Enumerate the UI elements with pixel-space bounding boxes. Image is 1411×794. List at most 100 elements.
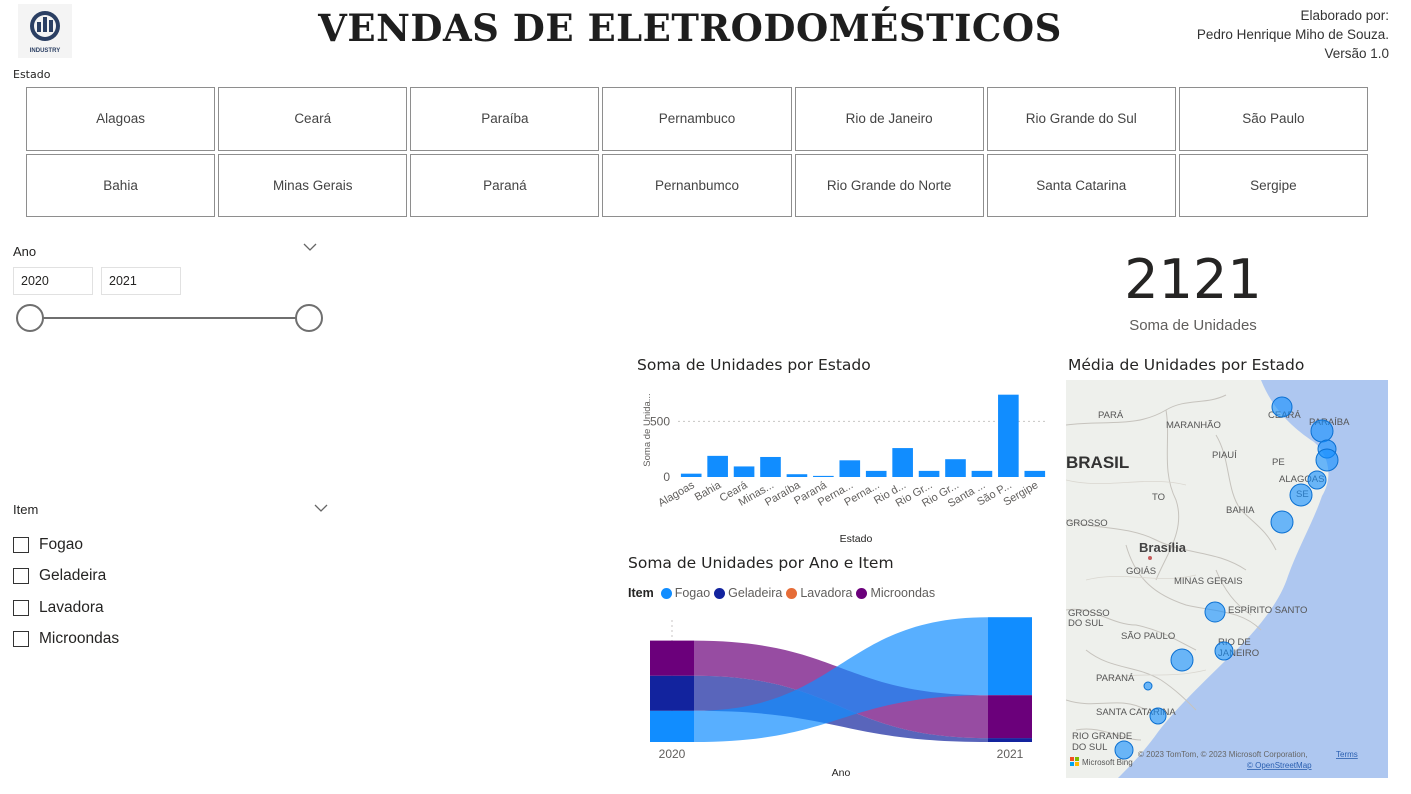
- state-button-rio-grande-do-norte[interactable]: Rio Grande do Norte: [794, 153, 984, 217]
- ribbon-block-microondas-2020[interactable]: [650, 640, 694, 676]
- year-slider-start-handle[interactable]: [16, 304, 44, 332]
- year-end-input[interactable]: 2021: [101, 267, 181, 295]
- ribbon-chart[interactable]: 2020 2021 Ano: [628, 612, 1048, 784]
- legend-label: Fogao: [674, 586, 711, 600]
- state-button-rio-de-janeiro[interactable]: Rio de Janeiro: [794, 87, 984, 151]
- legend-item-microondas[interactable]: Microondas: [856, 586, 935, 600]
- map-label: SANTA CATARINA: [1096, 707, 1176, 718]
- checkbox[interactable]: [13, 536, 29, 553]
- map-bubble-pernambuco[interactable]: [1315, 448, 1339, 472]
- bar-6[interactable]: [839, 460, 861, 477]
- bar-1[interactable]: [707, 455, 728, 477]
- checkbox[interactable]: [13, 599, 29, 616]
- map-label: RIO DE: [1218, 637, 1251, 648]
- ribbon-block-geladeira-2021[interactable]: [988, 738, 1032, 742]
- state-button-pernanbumco[interactable]: Pernanbumco: [602, 153, 792, 217]
- state-button-sergipe[interactable]: Sergipe: [1178, 153, 1368, 217]
- map-label: GROSSO: [1068, 608, 1110, 619]
- map-label: RIO GRANDE: [1072, 731, 1132, 742]
- state-button-minas-gerais[interactable]: Minas Gerais: [218, 153, 408, 217]
- state-button-paraiba[interactable]: Paraíba: [410, 87, 600, 151]
- state-button-sao-paulo[interactable]: São Paulo: [1178, 87, 1368, 151]
- map-visual[interactable]: PARÁ MARANHÃO CEARÁ PARAÍBA PIAUÍ PE ALA…: [1066, 380, 1388, 778]
- map-bubble-parana[interactable]: [1143, 681, 1153, 691]
- bar-3[interactable]: [760, 456, 781, 477]
- map-bubble-bahia[interactable]: [1270, 510, 1294, 534]
- ribbon-block-microondas-2021[interactable]: [988, 695, 1032, 739]
- map-bubble-sergipe[interactable]: [1289, 483, 1313, 507]
- ribbon-block-fogao-2020[interactable]: [650, 710, 694, 742]
- bing-logo-icon: [1070, 757, 1079, 766]
- map-bubble-alagoas[interactable]: [1307, 470, 1327, 490]
- chevron-down-icon[interactable]: [303, 242, 317, 252]
- ribbon-chart-xlabel: Ano: [832, 767, 851, 779]
- credits: Elaborado por: Pedro Henrique Miho de So…: [1197, 6, 1389, 63]
- item-option-fogao[interactable]: Fogao: [13, 529, 119, 561]
- map-terms-link[interactable]: Terms: [1336, 750, 1358, 759]
- kpi-value: 2121: [1124, 248, 1262, 311]
- bar-11[interactable]: [971, 470, 993, 477]
- map-bubble-rio-grande-do-norte[interactable]: [1310, 419, 1334, 443]
- bar-0[interactable]: [680, 473, 702, 477]
- bar-7[interactable]: [865, 470, 887, 477]
- bar-5[interactable]: [813, 475, 834, 477]
- map-bubble-rio-de-janeiro[interactable]: [1214, 641, 1234, 661]
- legend-dot: [856, 587, 868, 599]
- bar-9[interactable]: [918, 470, 940, 477]
- map-brand: Microsoft Bing: [1082, 758, 1133, 767]
- ribbon-block-fogao-2021[interactable]: [988, 617, 1032, 696]
- bar-4[interactable]: [786, 474, 808, 477]
- ribbon-block-geladeira-2020[interactable]: [650, 675, 694, 711]
- map-canvas[interactable]: PARÁ MARANHÃO CEARÁ PARAÍBA PIAUÍ PE ALA…: [1066, 380, 1388, 778]
- map-bubble-ceara[interactable]: [1271, 396, 1293, 418]
- bar-8[interactable]: [892, 448, 913, 477]
- map-bubble-minas-gerais[interactable]: [1204, 601, 1226, 623]
- year-slider-end-handle[interactable]: [295, 304, 323, 332]
- state-button-ceara[interactable]: Ceará: [218, 87, 408, 151]
- state-button-bahia[interactable]: Bahia: [26, 153, 216, 217]
- year-start-input[interactable]: 2020: [13, 267, 93, 295]
- year-slider-track[interactable]: [30, 317, 310, 319]
- ribbon-chart-legend: Item Fogao Geladeira Lavadora Microondas: [628, 586, 939, 600]
- item-option-geladeira[interactable]: Geladeira: [13, 561, 119, 593]
- map-label: MARANHÃO: [1166, 420, 1221, 431]
- item-option-label: Microondas: [39, 630, 120, 648]
- map-label: SÃO PAULO: [1121, 631, 1175, 642]
- state-button-santa-catarina[interactable]: Santa Catarina: [986, 153, 1176, 217]
- legend-dot: [786, 587, 798, 599]
- legend-item-lavadora[interactable]: Lavadora: [786, 586, 852, 600]
- ribbon-flow-fogao[interactable]: [694, 617, 988, 742]
- map-label: PE: [1272, 457, 1285, 468]
- bar-2[interactable]: [733, 466, 755, 477]
- item-option-microondas[interactable]: Microondas: [13, 624, 119, 656]
- state-button-pernambuco[interactable]: Pernambuco: [602, 87, 792, 151]
- map-bubble-santa-catarina[interactable]: [1149, 707, 1167, 725]
- bar-y-tick: 0: [663, 470, 670, 484]
- bar-12[interactable]: [998, 394, 1019, 477]
- legend-item-fogao[interactable]: Fogao: [660, 586, 711, 600]
- legend-item-geladeira[interactable]: Geladeira: [714, 586, 782, 600]
- map-title: Média de Unidades por Estado: [1068, 356, 1305, 374]
- bar-10[interactable]: [945, 459, 966, 477]
- map-label: DO SUL: [1072, 742, 1107, 753]
- legend-dot: [660, 587, 672, 599]
- map-osm-link[interactable]: © OpenStreetMap: [1247, 761, 1312, 770]
- chevron-down-icon[interactable]: [314, 503, 328, 513]
- map-bubble-sao-paulo[interactable]: [1170, 648, 1194, 672]
- checkbox[interactable]: [13, 568, 29, 585]
- state-button-parana[interactable]: Paraná: [410, 153, 600, 217]
- state-button-rio-grande-do-sul[interactable]: Rio Grande do Sul: [986, 87, 1176, 151]
- map-label: TO: [1152, 492, 1165, 503]
- checkbox[interactable]: [13, 631, 29, 648]
- legend-label: Geladeira: [728, 586, 783, 600]
- page-title: VENDAS DE ELETRODOMÉSTICOS: [318, 6, 1062, 50]
- map-bubble-rio-grande-do-sul[interactable]: [1114, 740, 1134, 760]
- state-button-alagoas[interactable]: Alagoas: [26, 87, 216, 151]
- map-label: PARÁ: [1098, 410, 1124, 421]
- item-slicer: Fogao Geladeira Lavadora Microondas: [13, 529, 119, 655]
- kpi-label: Soma de Unidades: [1129, 317, 1257, 334]
- item-option-lavadora[interactable]: Lavadora: [13, 592, 119, 624]
- ribbon-x-tick-2020: 2020: [659, 747, 686, 761]
- bar-13[interactable]: [1024, 470, 1046, 477]
